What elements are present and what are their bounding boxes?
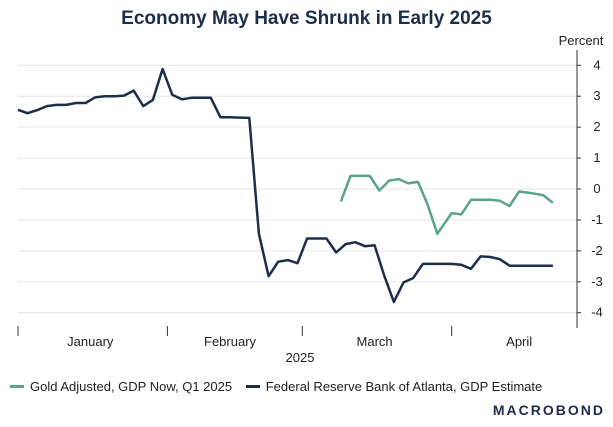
y-tick-label: 2	[593, 119, 600, 134]
y-tick-label: 1	[593, 150, 600, 165]
legend-item-atlanta-fed: Federal Reserve Bank of Atlanta, GDP Est…	[245, 379, 543, 394]
series-layer	[17, 67, 554, 304]
chart-title: Economy May Have Shrunk in Early 2025	[121, 8, 492, 29]
y-tick-label: -1	[591, 212, 603, 227]
grid-layer	[18, 64, 577, 314]
legend-swatch-atlanta-fed	[245, 385, 260, 388]
axis-layer: 4 3 2 1 0 -1 -2 -3 -4 January February March April	[17, 50, 603, 349]
legend-item-gold-adjusted: Gold Adjusted, GDP Now, Q1 2025	[10, 379, 232, 394]
y-tick-label: -3	[591, 274, 603, 289]
x-tick-label: February	[204, 334, 257, 349]
x-tick-label: March	[357, 334, 393, 349]
legend-label-atlanta-fed: Federal Reserve Bank of Atlanta, GDP Est…	[265, 379, 543, 394]
y-tick-label: -4	[591, 305, 603, 320]
y-axis-label: Percent	[559, 33, 604, 48]
y-tick-label: 0	[593, 181, 600, 196]
legend: Gold Adjusted, GDP Now, Q1 2025 Federal …	[10, 376, 552, 394]
y-tick-label: -2	[591, 243, 603, 258]
x-tick-label: April	[506, 334, 532, 349]
x-axis-label: 2025	[286, 350, 315, 365]
legend-swatch-gold-adjusted	[10, 385, 24, 388]
x-tick-label: January	[67, 334, 114, 349]
y-tick-label: 3	[593, 88, 600, 103]
series-line-gold-adjusted	[339, 174, 554, 236]
macrobond-logo: MACROBOND	[492, 402, 605, 418]
y-tick-label: 4	[593, 57, 600, 72]
series-line-atlanta-fed	[17, 67, 553, 304]
legend-label-gold-adjusted: Gold Adjusted, GDP Now, Q1 2025	[30, 379, 233, 394]
